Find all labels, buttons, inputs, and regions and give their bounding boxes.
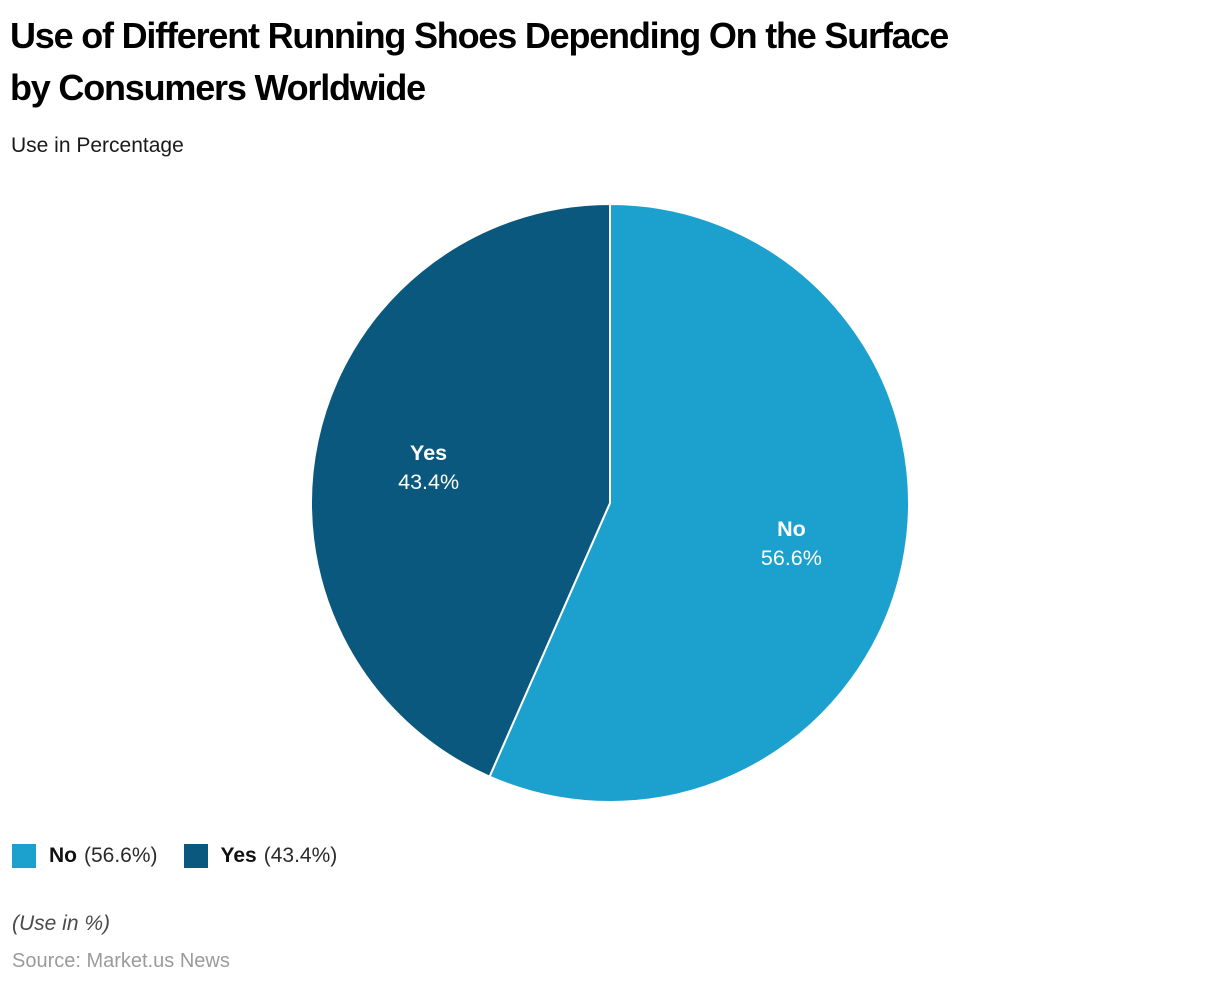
unit-note: (Use in %) <box>12 912 111 935</box>
pie-chart-area: No 56.6% Yes 43.4% <box>300 193 920 813</box>
legend-label-yes: Yes <box>220 844 257 867</box>
pie-slice-label-yes: Yes <box>410 441 447 465</box>
legend-value-no: (56.6%) <box>84 844 158 867</box>
page-title: Use of Different Running Shoes Depending… <box>10 10 949 114</box>
pie-slice-value-yes: 43.4% <box>398 470 459 494</box>
chart-subtitle: Use in Percentage <box>11 134 184 157</box>
pie-chart: No 56.6% Yes 43.4% <box>310 202 910 803</box>
legend-swatch-no <box>12 844 36 868</box>
pie-slice-no <box>488 202 910 803</box>
chart-legend: No (56.6%) Yes (43.4%) <box>12 844 337 868</box>
legend-item-no: No (56.6%) <box>12 844 158 868</box>
pie-slice-yes <box>310 202 611 778</box>
legend-swatch-yes <box>183 844 208 868</box>
legend-label-no: No <box>49 844 77 867</box>
page-title-line1: Use of Different Running Shoes Depending… <box>10 15 949 56</box>
page-title-line2: by Consumers Worldwide <box>10 67 426 108</box>
source-text: Source: Market.us News <box>12 950 230 972</box>
legend-item-yes: Yes (43.4%) <box>183 844 338 868</box>
pie-slice-label-no: No <box>777 517 806 541</box>
legend-value-yes: (43.4%) <box>263 844 338 867</box>
pie-slice-value-no: 56.6% <box>761 546 822 570</box>
